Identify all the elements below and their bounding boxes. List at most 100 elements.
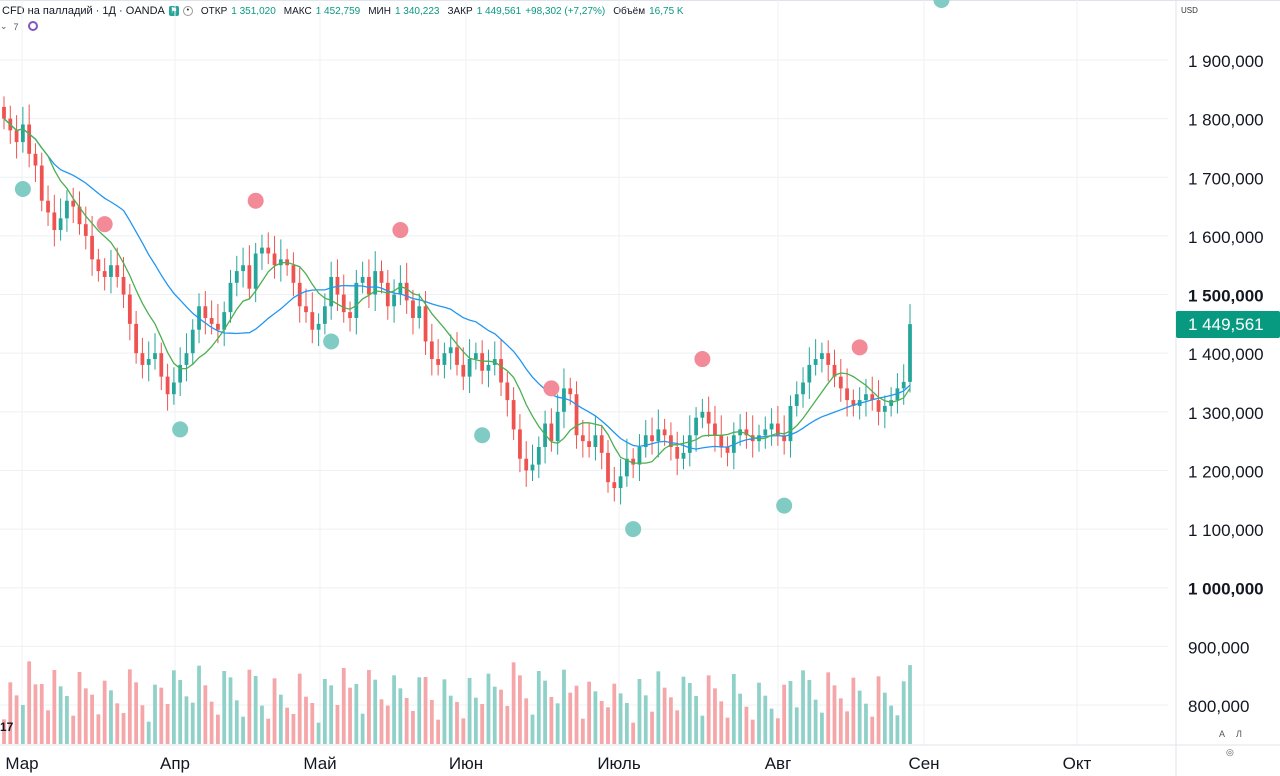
open-label: ОТКР <box>200 5 228 17</box>
volume-bar <box>643 695 648 744</box>
auto-scale-button[interactable]: А <box>1219 729 1226 739</box>
y-tick-label: 1 400,000 <box>1188 345 1264 364</box>
volume-bar <box>480 704 485 744</box>
volume-bar <box>467 678 472 744</box>
buy-signal-marker <box>933 0 950 8</box>
top-border <box>0 0 1280 1</box>
volume-bar <box>851 677 856 744</box>
indicator-settings[interactable] <box>28 21 38 31</box>
volume-bar <box>455 702 459 744</box>
candle-body <box>316 323 321 330</box>
volume-bar <box>8 682 13 744</box>
volume-bar <box>448 695 453 744</box>
candle-body <box>90 235 94 260</box>
candle-body <box>763 429 768 436</box>
volume-label: Объём <box>613 5 646 17</box>
volume-bar <box>14 695 19 744</box>
eye-icon[interactable]: • <box>182 6 193 16</box>
y-tick-label: 1 800,000 <box>1188 111 1264 130</box>
candle-body <box>882 405 887 412</box>
buy-signal-marker <box>14 181 31 197</box>
candle-body <box>209 318 214 324</box>
volume-bar <box>775 718 780 744</box>
candle-body <box>58 218 63 231</box>
volume-bar <box>681 676 686 744</box>
candle-body <box>392 294 396 307</box>
candle-body <box>725 447 730 453</box>
volume-bar <box>197 665 201 744</box>
sell-signal-marker <box>694 351 711 368</box>
y-tick-label: 800,000 <box>1188 697 1249 716</box>
candle-body <box>687 435 692 453</box>
y-tick-label: 1 200,000 <box>1188 462 1264 481</box>
candle-body <box>171 382 176 395</box>
settings-icon[interactable] <box>28 21 38 31</box>
volume-bar <box>39 684 44 744</box>
volume-bar <box>757 682 761 744</box>
volume-bar <box>637 679 642 744</box>
flag-icon[interactable]: ⚑ <box>168 6 179 16</box>
candle-body <box>234 271 239 283</box>
volume-bar <box>769 708 774 744</box>
volume-bar <box>379 699 384 744</box>
volume-bar <box>341 668 346 744</box>
candle-body <box>650 435 654 442</box>
candle-body <box>530 464 535 471</box>
volume-bar <box>329 685 334 744</box>
volume-bar <box>253 676 258 744</box>
volume-bar <box>618 693 623 744</box>
candle-body <box>719 435 724 447</box>
volume-bar <box>316 722 321 744</box>
log-scale-button[interactable]: Л <box>1236 729 1242 739</box>
tradingview-logo[interactable]: 17 <box>0 720 14 734</box>
volume-bar <box>171 670 176 744</box>
y-tick-label: 1 700,000 <box>1188 169 1264 188</box>
volume-bar <box>310 703 315 744</box>
candle-body <box>115 265 120 277</box>
volume-bar <box>360 713 365 744</box>
currency-label[interactable]: USD <box>1181 6 1198 15</box>
price-axis: 1 900,000 1 800,000 1 700,000 1 600,000 1 50… <box>1188 52 1264 716</box>
volume-bar <box>20 705 25 744</box>
collapse-icon[interactable]: ⌄ <box>0 21 8 31</box>
candle-body <box>178 364 183 383</box>
volume-bar <box>178 680 183 744</box>
candle-body <box>555 411 560 442</box>
volume-bar <box>304 696 308 744</box>
candle-body <box>864 394 868 401</box>
candle-body <box>304 306 308 313</box>
candle-body <box>278 259 283 266</box>
volume-bar <box>725 717 730 744</box>
candle-body <box>322 306 327 324</box>
candle-body <box>694 417 698 436</box>
candle-body <box>46 200 50 213</box>
candle-body <box>643 435 648 447</box>
candle-body <box>568 388 573 395</box>
volume-bar <box>801 670 805 744</box>
candle-body <box>511 400 516 430</box>
candle-body <box>52 212 57 231</box>
settings-axis-icon[interactable]: ◎ <box>1226 747 1234 757</box>
volume-bar <box>234 700 239 744</box>
volume-bar <box>140 705 145 744</box>
candle-body <box>832 364 837 377</box>
volume-bar <box>461 718 466 744</box>
volume-bar <box>423 677 428 744</box>
candle-body <box>669 435 673 447</box>
volume-bar <box>719 701 724 744</box>
volume-bar <box>876 676 881 744</box>
change-value: +98,302 (+7,27%) <box>525 5 606 17</box>
x-tick-label: Май <box>303 754 336 773</box>
candle-body <box>109 265 113 277</box>
candle-body <box>518 429 522 459</box>
volume-bar <box>146 721 151 744</box>
close-value: 1 449,561 <box>476 5 522 17</box>
symbol-title[interactable]: CFD на палладий · 1Д · OANDA <box>2 5 165 17</box>
volume-bar <box>58 686 63 744</box>
candle-body <box>587 441 592 447</box>
candle-body <box>820 353 824 360</box>
candle-body <box>71 200 76 207</box>
volume-bar <box>27 661 32 744</box>
candle-body <box>637 447 642 465</box>
